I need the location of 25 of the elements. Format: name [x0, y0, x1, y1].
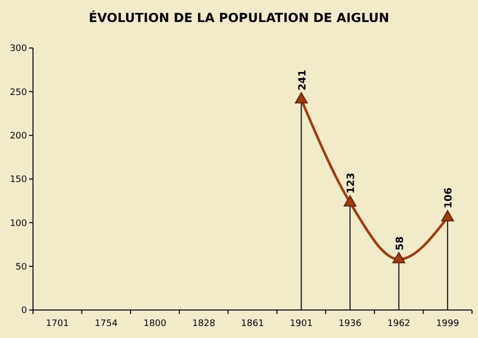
y-tick-label: 0	[21, 306, 28, 316]
x-tick-label: 1962	[387, 319, 410, 329]
x-tick-label: 1936	[338, 319, 362, 329]
y-tick-label: 50	[16, 262, 28, 272]
chart-title: ÉVOLUTION DE LA POPULATION DE AIGLUN	[88, 10, 390, 25]
x-tick-label: 1901	[290, 319, 313, 329]
data-label: 106	[444, 188, 455, 208]
x-tick-label: 1861	[241, 319, 264, 329]
y-tick-label: 300	[10, 44, 28, 54]
data-label: 123	[346, 172, 358, 194]
x-tick-label: 1828	[192, 319, 216, 329]
data-label: 58	[394, 236, 406, 250]
point	[294, 92, 308, 104]
x-tick-label: 1754	[94, 319, 118, 329]
y-tick-label: 150	[10, 175, 28, 186]
x-tick-label: 1701	[46, 319, 69, 329]
data-label: 241	[297, 70, 308, 91]
x-tick-label: 1999	[436, 319, 460, 329]
x-tick-label: 1800	[143, 319, 167, 329]
point	[344, 195, 356, 206]
y-tick-label: 200	[10, 131, 28, 142]
point	[441, 210, 454, 222]
y-tick-label: 250	[10, 88, 28, 98]
y-tick-label: 100	[10, 218, 28, 229]
point	[392, 252, 406, 264]
